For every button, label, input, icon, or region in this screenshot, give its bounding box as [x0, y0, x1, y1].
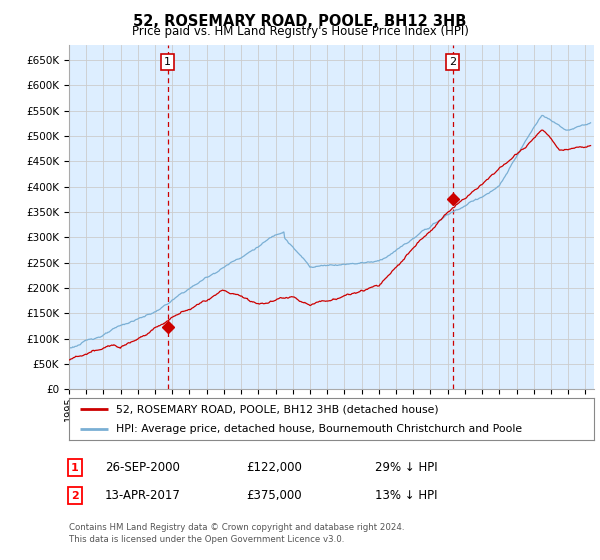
Text: 52, ROSEMARY ROAD, POOLE, BH12 3HB (detached house): 52, ROSEMARY ROAD, POOLE, BH12 3HB (deta…	[116, 404, 439, 414]
Text: This data is licensed under the Open Government Licence v3.0.: This data is licensed under the Open Gov…	[69, 535, 344, 544]
Text: £375,000: £375,000	[246, 489, 302, 502]
Text: Contains HM Land Registry data © Crown copyright and database right 2024.: Contains HM Land Registry data © Crown c…	[69, 523, 404, 532]
Text: £122,000: £122,000	[246, 461, 302, 474]
Text: 1: 1	[71, 463, 79, 473]
Text: 2: 2	[71, 491, 79, 501]
Text: HPI: Average price, detached house, Bournemouth Christchurch and Poole: HPI: Average price, detached house, Bour…	[116, 424, 523, 434]
Text: 13-APR-2017: 13-APR-2017	[105, 489, 181, 502]
Text: 2: 2	[449, 57, 456, 67]
Text: 13% ↓ HPI: 13% ↓ HPI	[375, 489, 437, 502]
Text: Price paid vs. HM Land Registry's House Price Index (HPI): Price paid vs. HM Land Registry's House …	[131, 25, 469, 38]
Text: 52, ROSEMARY ROAD, POOLE, BH12 3HB: 52, ROSEMARY ROAD, POOLE, BH12 3HB	[133, 14, 467, 29]
Text: 29% ↓ HPI: 29% ↓ HPI	[375, 461, 437, 474]
Text: 26-SEP-2000: 26-SEP-2000	[105, 461, 180, 474]
Text: 1: 1	[164, 57, 171, 67]
